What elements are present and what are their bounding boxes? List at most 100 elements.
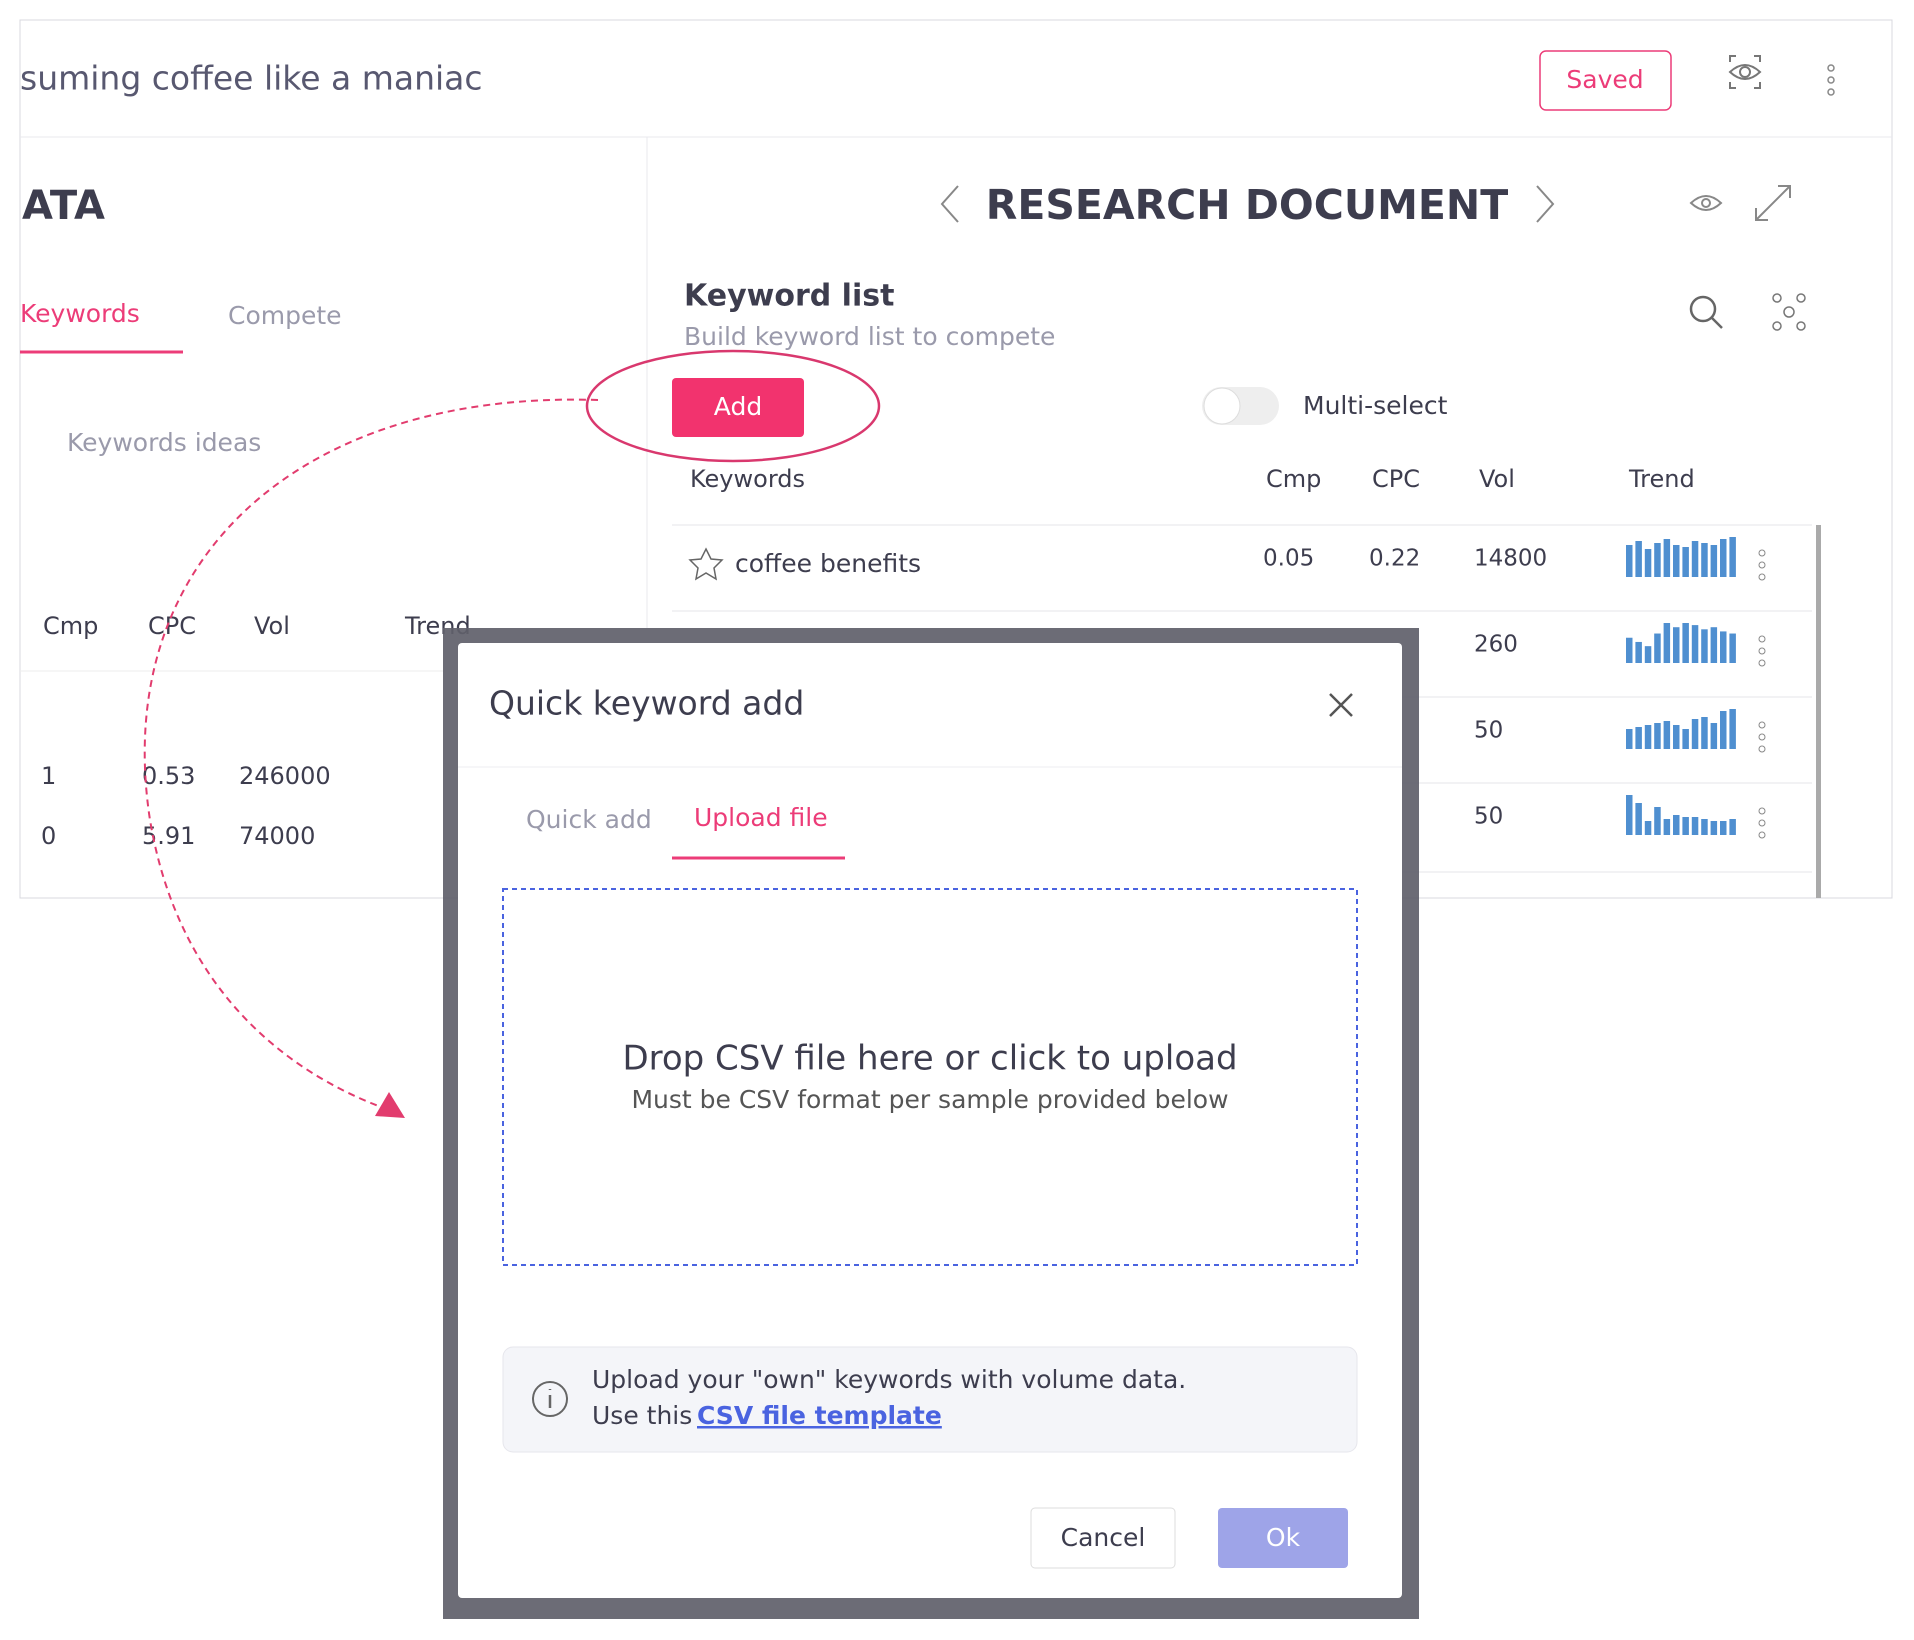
row-menu-dot: [1758, 745, 1766, 753]
eye-icon[interactable]: [1689, 195, 1723, 211]
pointer-arrow: [143, 398, 599, 1113]
left-heading: ATA: [22, 183, 105, 229]
cell: 5.91: [142, 822, 195, 850]
row-menu-dot: [1758, 831, 1766, 839]
toggle-knob: [1203, 387, 1241, 425]
template-link[interactable]: CSV file template: [697, 1401, 942, 1430]
trend-bar: [1691, 625, 1699, 663]
star-icon[interactable]: [688, 547, 724, 581]
trend-bar: [1663, 819, 1671, 835]
trend-bar: [1654, 807, 1661, 835]
saved-label: Saved: [1566, 65, 1643, 94]
left-col-header: Cmp: [43, 612, 98, 640]
vol: 50: [1474, 804, 1503, 830]
col-header: CPC: [1372, 465, 1420, 493]
col-header: Cmp: [1266, 465, 1321, 493]
trend-bar: [1682, 817, 1689, 835]
cell: 1: [41, 762, 56, 790]
add-label: Add: [714, 392, 762, 421]
modal-tab[interactable]: Quick add: [526, 805, 652, 834]
vol: 50: [1474, 718, 1503, 744]
info-prefix: Use this: [592, 1401, 692, 1430]
trend-bar: [1635, 727, 1642, 749]
cell: 74000: [239, 822, 315, 850]
trend-bar: [1701, 717, 1708, 749]
multiselect-label: Multi-select: [1303, 391, 1448, 420]
trend-bar: [1644, 821, 1652, 835]
vol: 14800: [1474, 546, 1547, 572]
trend-bar: [1701, 819, 1708, 835]
trend-bar: [1691, 719, 1699, 749]
left-col-header: Vol: [254, 612, 290, 640]
row-menu-dot: [1758, 721, 1766, 729]
trend-bar: [1682, 729, 1689, 749]
trend-bar: [1720, 821, 1727, 835]
more-icon[interactable]: [1827, 64, 1835, 96]
trend-bar: [1710, 821, 1718, 835]
col-header: Keywords: [690, 465, 805, 493]
row-menu-dot: [1758, 807, 1766, 815]
cell: 246000: [239, 762, 331, 790]
trend-bar: [1710, 545, 1718, 577]
trend-bar: [1682, 623, 1689, 663]
preview-icon[interactable]: [1728, 55, 1762, 89]
row-menu-dot: [1758, 647, 1766, 655]
trend-bar: [1720, 711, 1727, 749]
ok-button[interactable]: [1218, 1508, 1348, 1568]
arrow-head: [375, 1092, 405, 1118]
ok-label: Ok: [1266, 1523, 1301, 1552]
trend-bar: [1720, 631, 1727, 663]
trend-bar: [1644, 549, 1652, 577]
trend-bar: [1673, 815, 1680, 835]
trend-bar: [1635, 641, 1642, 663]
trend-bar: [1663, 623, 1671, 663]
close-icon[interactable]: [1329, 693, 1353, 717]
prev-arrow[interactable]: [940, 185, 959, 223]
scrollbar[interactable]: [1816, 525, 1821, 898]
row-menu-dot: [1758, 819, 1766, 827]
keyword: coffee benefits: [735, 549, 921, 578]
doc-title: suming coffee like a maniac: [20, 59, 483, 98]
ideas-label[interactable]: Keywords ideas: [67, 428, 261, 457]
trend-bar: [1626, 637, 1633, 663]
cpc: 0.22: [1369, 546, 1420, 572]
row-menu-dot: [1758, 733, 1766, 741]
cmp: 0.05: [1263, 546, 1314, 572]
network-icon[interactable]: [1772, 293, 1806, 331]
left-rows: 1 0.53 246000 0 5.91 74000: [41, 762, 331, 850]
row-menu-dot: [1758, 635, 1766, 643]
expand-icon[interactable]: [1755, 185, 1791, 221]
trend-bar: [1654, 543, 1661, 577]
trend-bar: [1635, 541, 1642, 577]
cancel-label: Cancel: [1061, 1523, 1146, 1552]
add-button[interactable]: [672, 378, 804, 437]
left-tab[interactable]: Compete: [228, 301, 342, 330]
cancel-button[interactable]: [1030, 1507, 1176, 1569]
info-box: [502, 1346, 1358, 1453]
next-arrow[interactable]: [1536, 185, 1555, 223]
trend-bar: [1663, 721, 1671, 749]
saved-button[interactable]: [1539, 50, 1672, 111]
trend-bar: [1682, 547, 1689, 577]
trend-bar: [1720, 539, 1727, 577]
left-tab-active[interactable]: Keywords: [20, 299, 140, 328]
row-menu-dot: [1758, 561, 1766, 569]
drop-subtitle: Must be CSV format per sample provided b…: [631, 1085, 1228, 1114]
trend-bar: [1626, 795, 1633, 835]
right-heading: RESEARCH DOCUMENT: [986, 181, 1508, 229]
vol: 260: [1474, 632, 1518, 658]
trend-bar: [1626, 545, 1633, 577]
search-icon[interactable]: [1689, 295, 1723, 329]
drop-title: Drop CSV file here or click to upload: [622, 1039, 1237, 1079]
cell: 0.53: [142, 762, 195, 790]
modal-tab-active[interactable]: Upload file: [694, 803, 828, 832]
trend-bar: [1635, 803, 1642, 835]
col-header: Trend: [1628, 465, 1695, 493]
trend-bar: [1673, 725, 1680, 749]
trend-bar: [1644, 725, 1652, 749]
trend-bar: [1691, 817, 1699, 835]
cell: 0: [41, 822, 56, 850]
info-icon: [532, 1381, 568, 1417]
col-header: Vol: [1479, 465, 1515, 493]
drop-zone[interactable]: [502, 888, 1358, 1266]
